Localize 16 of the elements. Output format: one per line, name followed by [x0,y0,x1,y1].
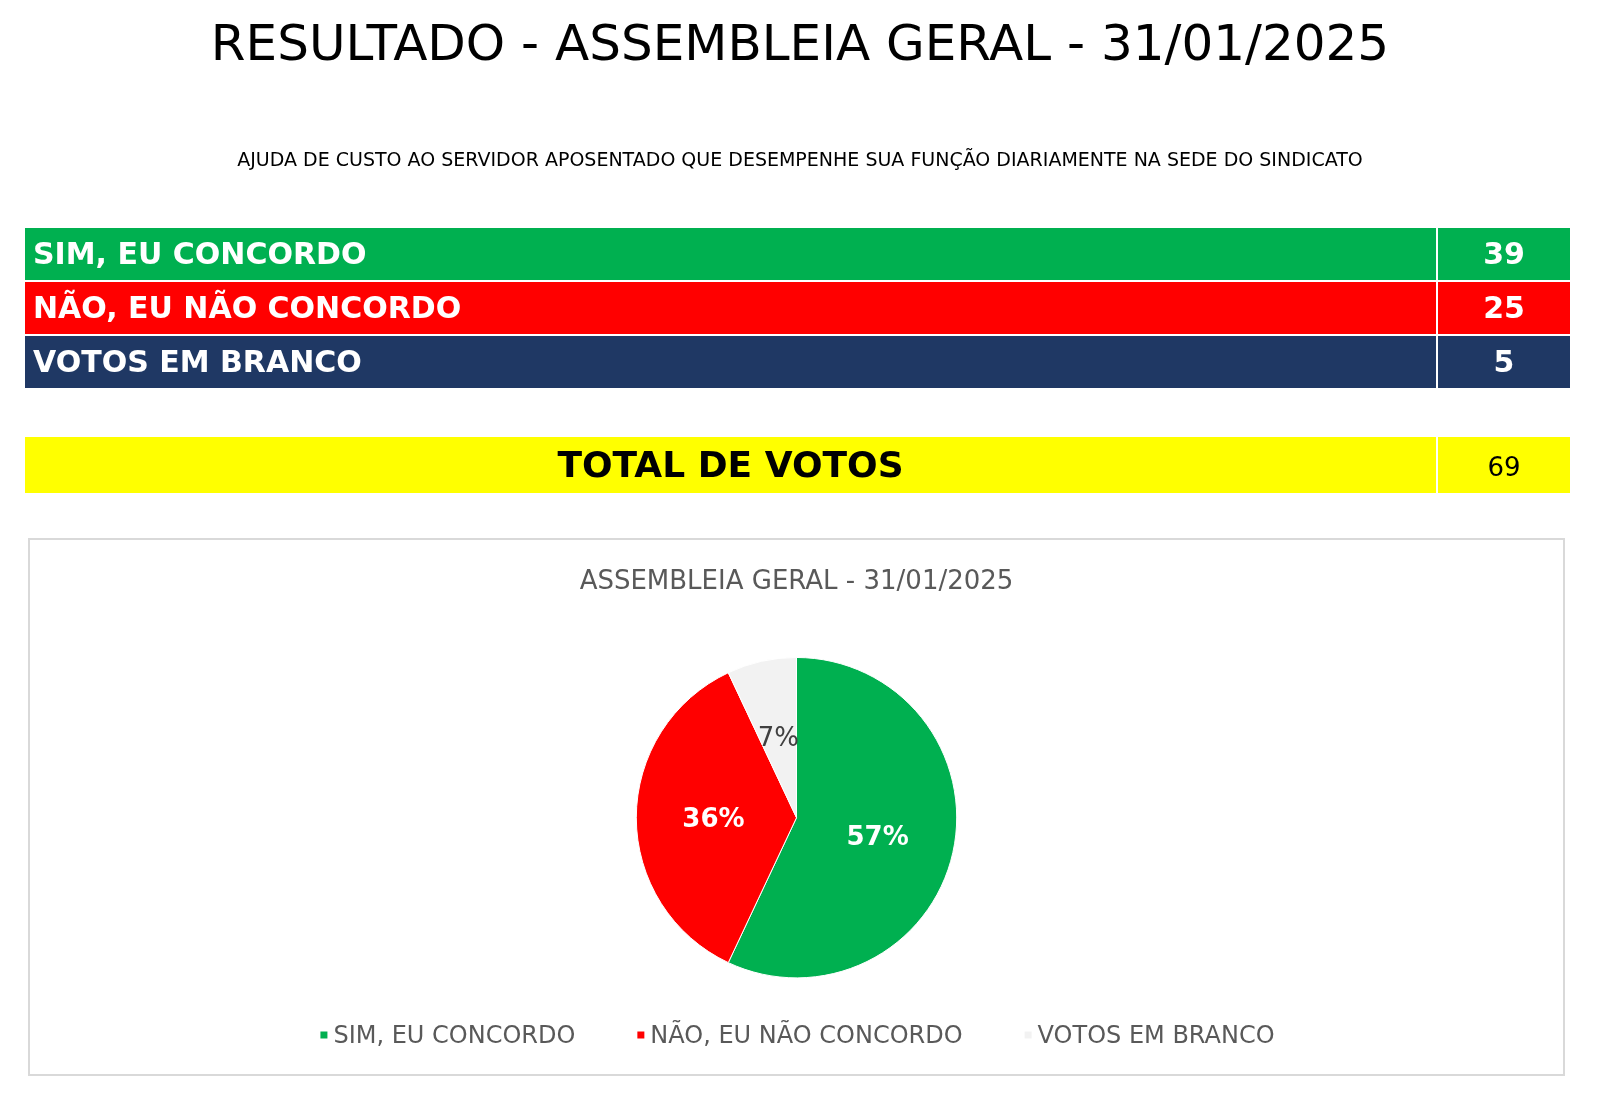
legend-label: VOTOS EM BRANCO [1037,1021,1275,1049]
text: 69 [1486,451,1522,484]
category-label: NÃO, EU NÃO CONCORDO [33,290,462,325]
text: TOTAL DE VOTOS [25,437,1438,493]
chart-title: RESULTADO - ASSEMBLEIA GERAL - 31/01/2025 [209,14,1391,72]
chart-subtitle: AJUDA DE CUSTO AO SERVIDOR APOSENTADO QUE DESEMPENHE SUA FUNÇÃO DIARIAMENTE NA SEDE DO SINDICATO [236,148,1364,170]
text: 5 [1492,343,1516,381]
data-label: 57% [846,820,909,851]
text: 39 [1482,235,1526,273]
category-label: VOTOS EM BRANCO [33,344,362,379]
data-label: 36% [682,802,745,833]
text: ASSEMBLEIA GERAL - 31/01/2025 [579,565,1014,595]
legend-label: SIM, EU CONCORDO [333,1021,576,1049]
category-label: SIM, EU CONCORDO [33,236,367,271]
legend-label: NÃO, EU NÃO CONCORDO [650,1019,963,1049]
text: 25 [1482,289,1526,327]
